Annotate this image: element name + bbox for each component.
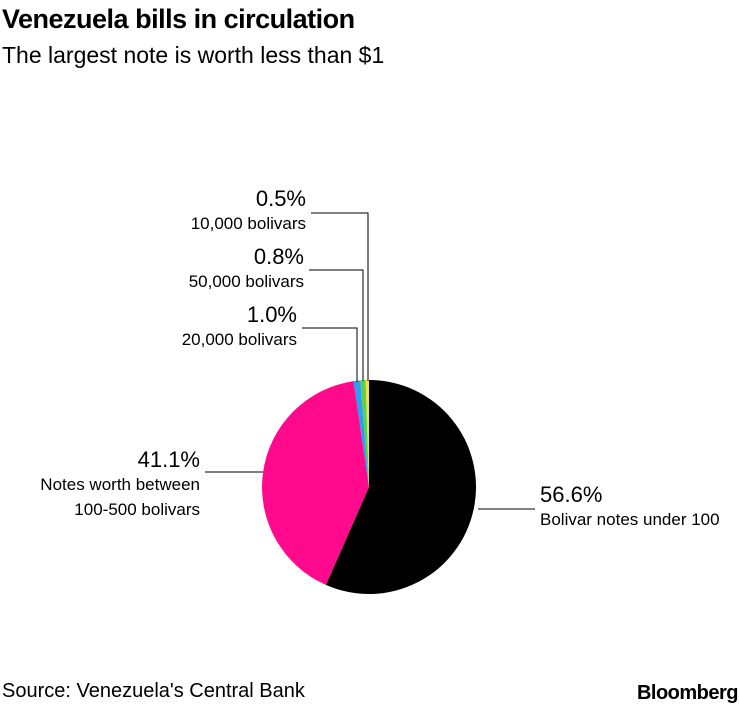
- slice-label: Bolivar notes under 100: [540, 510, 720, 529]
- source: Source: Venezuela's Central Bank: [2, 680, 305, 702]
- brand: Bloomberg: [636, 682, 739, 704]
- data-label: 0.8%: [253, 244, 304, 269]
- chart-subtitle: The largest note is worth less than $1: [2, 42, 385, 68]
- slice-label: 50,000 bolivars: [188, 272, 304, 291]
- slice-label: 10,000 bolivars: [190, 214, 306, 233]
- pie-slice: [353, 380, 369, 487]
- pie-slice: [360, 380, 369, 487]
- pie-slice: [365, 380, 369, 487]
- data-label: 56.6%: [540, 482, 603, 507]
- slice-label: Notes worth between 100-500 bolivars: [40, 475, 200, 519]
- slice-label: 20,000 bolivars: [181, 330, 297, 349]
- data-label: 0.5%: [255, 186, 306, 211]
- leader-line: [302, 327, 358, 382]
- leader-line: [309, 269, 364, 381]
- data-label: 41.1%: [137, 447, 200, 472]
- pie-slice: [262, 381, 369, 585]
- data-label: 1.0%: [246, 302, 297, 327]
- pie-slice: [325, 380, 477, 594]
- leader-line: [311, 212, 369, 381]
- chart-title: Venezuela bills in circulation: [2, 4, 355, 34]
